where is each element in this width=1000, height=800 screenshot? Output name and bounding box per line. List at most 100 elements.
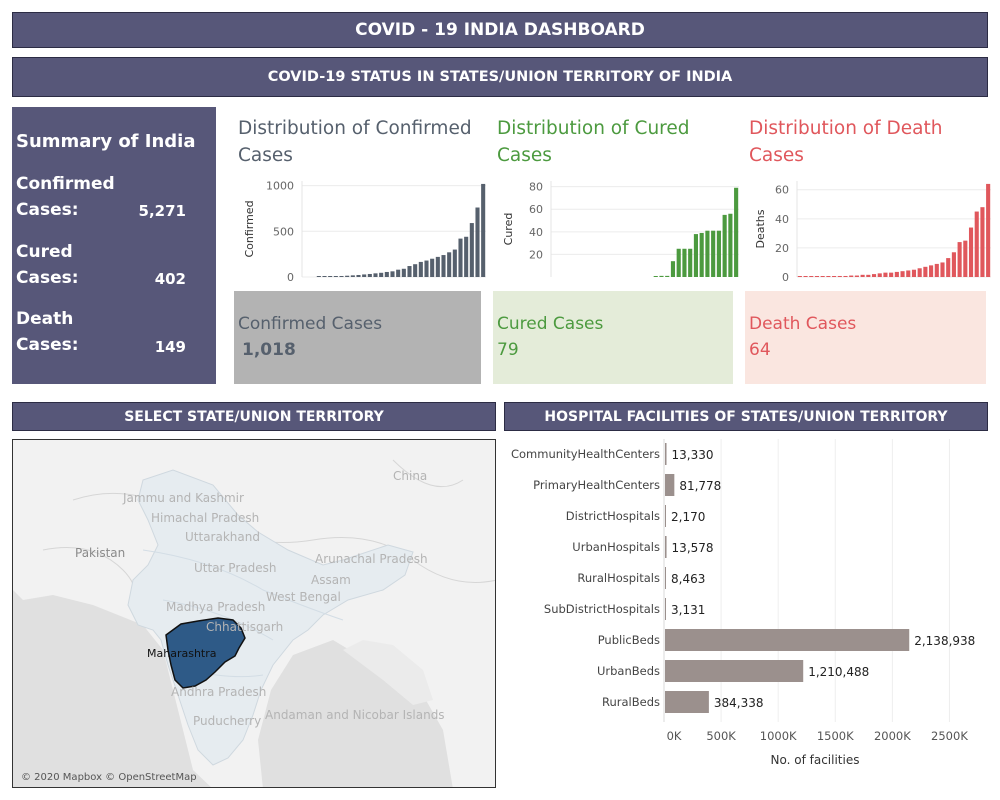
hosp-bar-2[interactable]: [665, 505, 666, 527]
cured-bar-17: [659, 275, 664, 277]
confirmed-bar-7: [356, 274, 361, 277]
hosp-xtick-5: 2500K: [931, 729, 968, 743]
deaths-bar-16: [889, 272, 894, 277]
map-label-madhya-pradesh: Madhya Pradesh: [166, 600, 265, 614]
deaths-bar-6: [832, 276, 837, 277]
confirmed-bar-12: [384, 271, 389, 277]
hospital-facilities-title: HOSPITAL FACILITIES OF STATES/UNION TERR…: [504, 402, 988, 431]
confirmed-distribution-title-line2: Cases: [238, 145, 293, 166]
map-label-andhra-pradesh: Andhra Pradesh: [171, 685, 266, 699]
hosp-category-label-4: RuralHospitals: [577, 571, 660, 585]
confirmed-bar-9: [367, 273, 372, 277]
hosp-xtick-4: 2000K: [874, 729, 911, 743]
map-label-pakistan: Pakistan: [75, 546, 125, 560]
map-label-assam: Assam: [311, 573, 351, 587]
confirmed-bar-8: [362, 274, 367, 277]
hospital-facilities-chart: 0K 500K 1000K 1500K 2000K 2500K CommunityHealt…: [511, 439, 975, 767]
confirmed-bar-1: [322, 276, 327, 277]
confirmed-label-line1: Confirmed: [16, 174, 115, 194]
cured-bar-22: [688, 248, 693, 277]
hosp-value-label-0: 13,330: [672, 448, 714, 462]
deaths-bar-3: [814, 276, 820, 277]
summary-panel: Summary of India Confirmed Cases: 5,271 …: [12, 107, 216, 384]
confirmed-cases-card-label: Confirmed Cases: [238, 314, 383, 334]
hosp-category-label-6: PublicBeds: [598, 633, 660, 647]
confirmed-cases-card: Confirmed Cases 1,018: [234, 291, 481, 384]
confirmed-ytick-1: 500: [273, 225, 294, 238]
deaths-bar-10: [854, 275, 859, 277]
cured-cases-card-label: Cured Cases: [497, 314, 604, 334]
dashboard-title: COVID - 19 INDIA DASHBOARD: [12, 12, 988, 48]
cured-bar-29: [728, 213, 733, 277]
hosp-bar-7[interactable]: [665, 660, 804, 682]
confirmed-distribution-chart: Confirmed 0 500 1000: [243, 180, 486, 284]
cured-ytick-3: 80: [529, 181, 543, 194]
confirmed-ytick-2: 1000: [266, 180, 294, 193]
confirmed-bar-6: [350, 275, 355, 277]
cured-bar-27: [716, 230, 721, 277]
summary-title: Summary of India: [16, 131, 196, 152]
hosp-xlabel: No. of facilities: [771, 753, 860, 767]
hosp-value-label-4: 8,463: [671, 572, 705, 586]
cured-bar-25: [705, 230, 710, 277]
maharashtra-region[interactable]: [165, 617, 246, 689]
deaths-bar-19: [906, 270, 911, 277]
death-distribution-title-line1: Distribution of Death: [749, 118, 943, 139]
deaths-bar-33: [986, 183, 991, 277]
cured-ylabel: Cured: [502, 213, 515, 246]
deaths-bar-23: [929, 265, 934, 277]
cured-cases-card: Cured Cases 79: [493, 291, 733, 384]
state-selection-map[interactable]: China Jammu and Kashmir Himachal Pradesh…: [12, 439, 496, 788]
map-label-himachal-pradesh: Himachal Pradesh: [151, 511, 259, 525]
map-label-west-bengal: West Bengal: [266, 590, 341, 604]
hosp-category-label-8: RuralBeds: [602, 695, 660, 709]
deaths-bar-5: [826, 276, 831, 277]
deaths-ytick-1: 20: [775, 242, 789, 255]
deaths-bar-13: [871, 274, 877, 277]
confirmed-bar-21: [435, 256, 440, 277]
hosp-bar-0[interactable]: [665, 443, 667, 465]
death-distribution-title-line2: Cases: [749, 145, 804, 166]
map-attribution: © 2020 Mapbox © OpenStreetMap: [21, 772, 197, 783]
deaths-bar-27: [951, 252, 956, 277]
hosp-bar-4[interactable]: [665, 567, 666, 589]
death-cases-card-value: 64: [749, 340, 771, 360]
confirmed-bar-10: [373, 273, 378, 277]
confirmed-bar-24: [452, 249, 457, 277]
confirmed-bar-19: [424, 260, 429, 277]
deaths-ytick-3: 60: [775, 184, 789, 197]
hosp-category-label-2: DistrictHospitals: [566, 509, 660, 523]
map-label-andaman-nicobar: Andaman and Nicobar Islands: [265, 708, 445, 722]
confirmed-bar-25: [458, 238, 463, 277]
hosp-bar-5[interactable]: [665, 598, 666, 620]
confirmed-bar-4: [339, 275, 344, 277]
hosp-bar-3[interactable]: [665, 536, 667, 558]
hosp-bar-8[interactable]: [665, 691, 709, 713]
confirmed-ylabel: Confirmed: [243, 200, 256, 257]
hosp-bar-6[interactable]: [665, 629, 910, 651]
cured-value: 402: [154, 270, 186, 288]
death-distribution-chart: Deaths 0 20 40 60: [754, 181, 991, 284]
deaths-bar-9: [849, 275, 854, 277]
hosp-bar-1[interactable]: [665, 474, 675, 496]
map-canvas[interactable]: China Jammu and Kashmir Himachal Pradesh…: [13, 440, 496, 788]
confirmed-bar-15: [401, 268, 406, 277]
deaths-bar-15: [883, 272, 888, 277]
india-landmass[interactable]: [127, 469, 414, 766]
map-label-jammu-kashmir: Jammu and Kashmir: [122, 491, 244, 505]
hosp-category-label-1: PrimaryHealthCenters: [533, 478, 660, 492]
cured-cases-card-value: 79: [497, 340, 519, 360]
death-label-line2: Cases:: [16, 335, 79, 355]
hosp-value-label-3: 13,578: [672, 541, 714, 555]
death-label: Death Cases:: [16, 306, 79, 358]
cured-distribution-title: Distribution of Cured Cases: [497, 115, 690, 169]
confirmed-distribution-title: Distribution of Confirmed Cases: [238, 115, 472, 169]
deaths-bar-25: [940, 262, 945, 277]
deaths-bar-29: [963, 240, 968, 277]
cured-distribution-chart: Cured 20 40 60 80: [502, 181, 739, 277]
confirmed-bar-20: [430, 258, 435, 277]
cured-bar-26: [711, 230, 716, 277]
deaths-bar-21: [917, 268, 922, 277]
cured-bar-30: [734, 187, 739, 277]
cured-bar-21: [682, 248, 687, 277]
